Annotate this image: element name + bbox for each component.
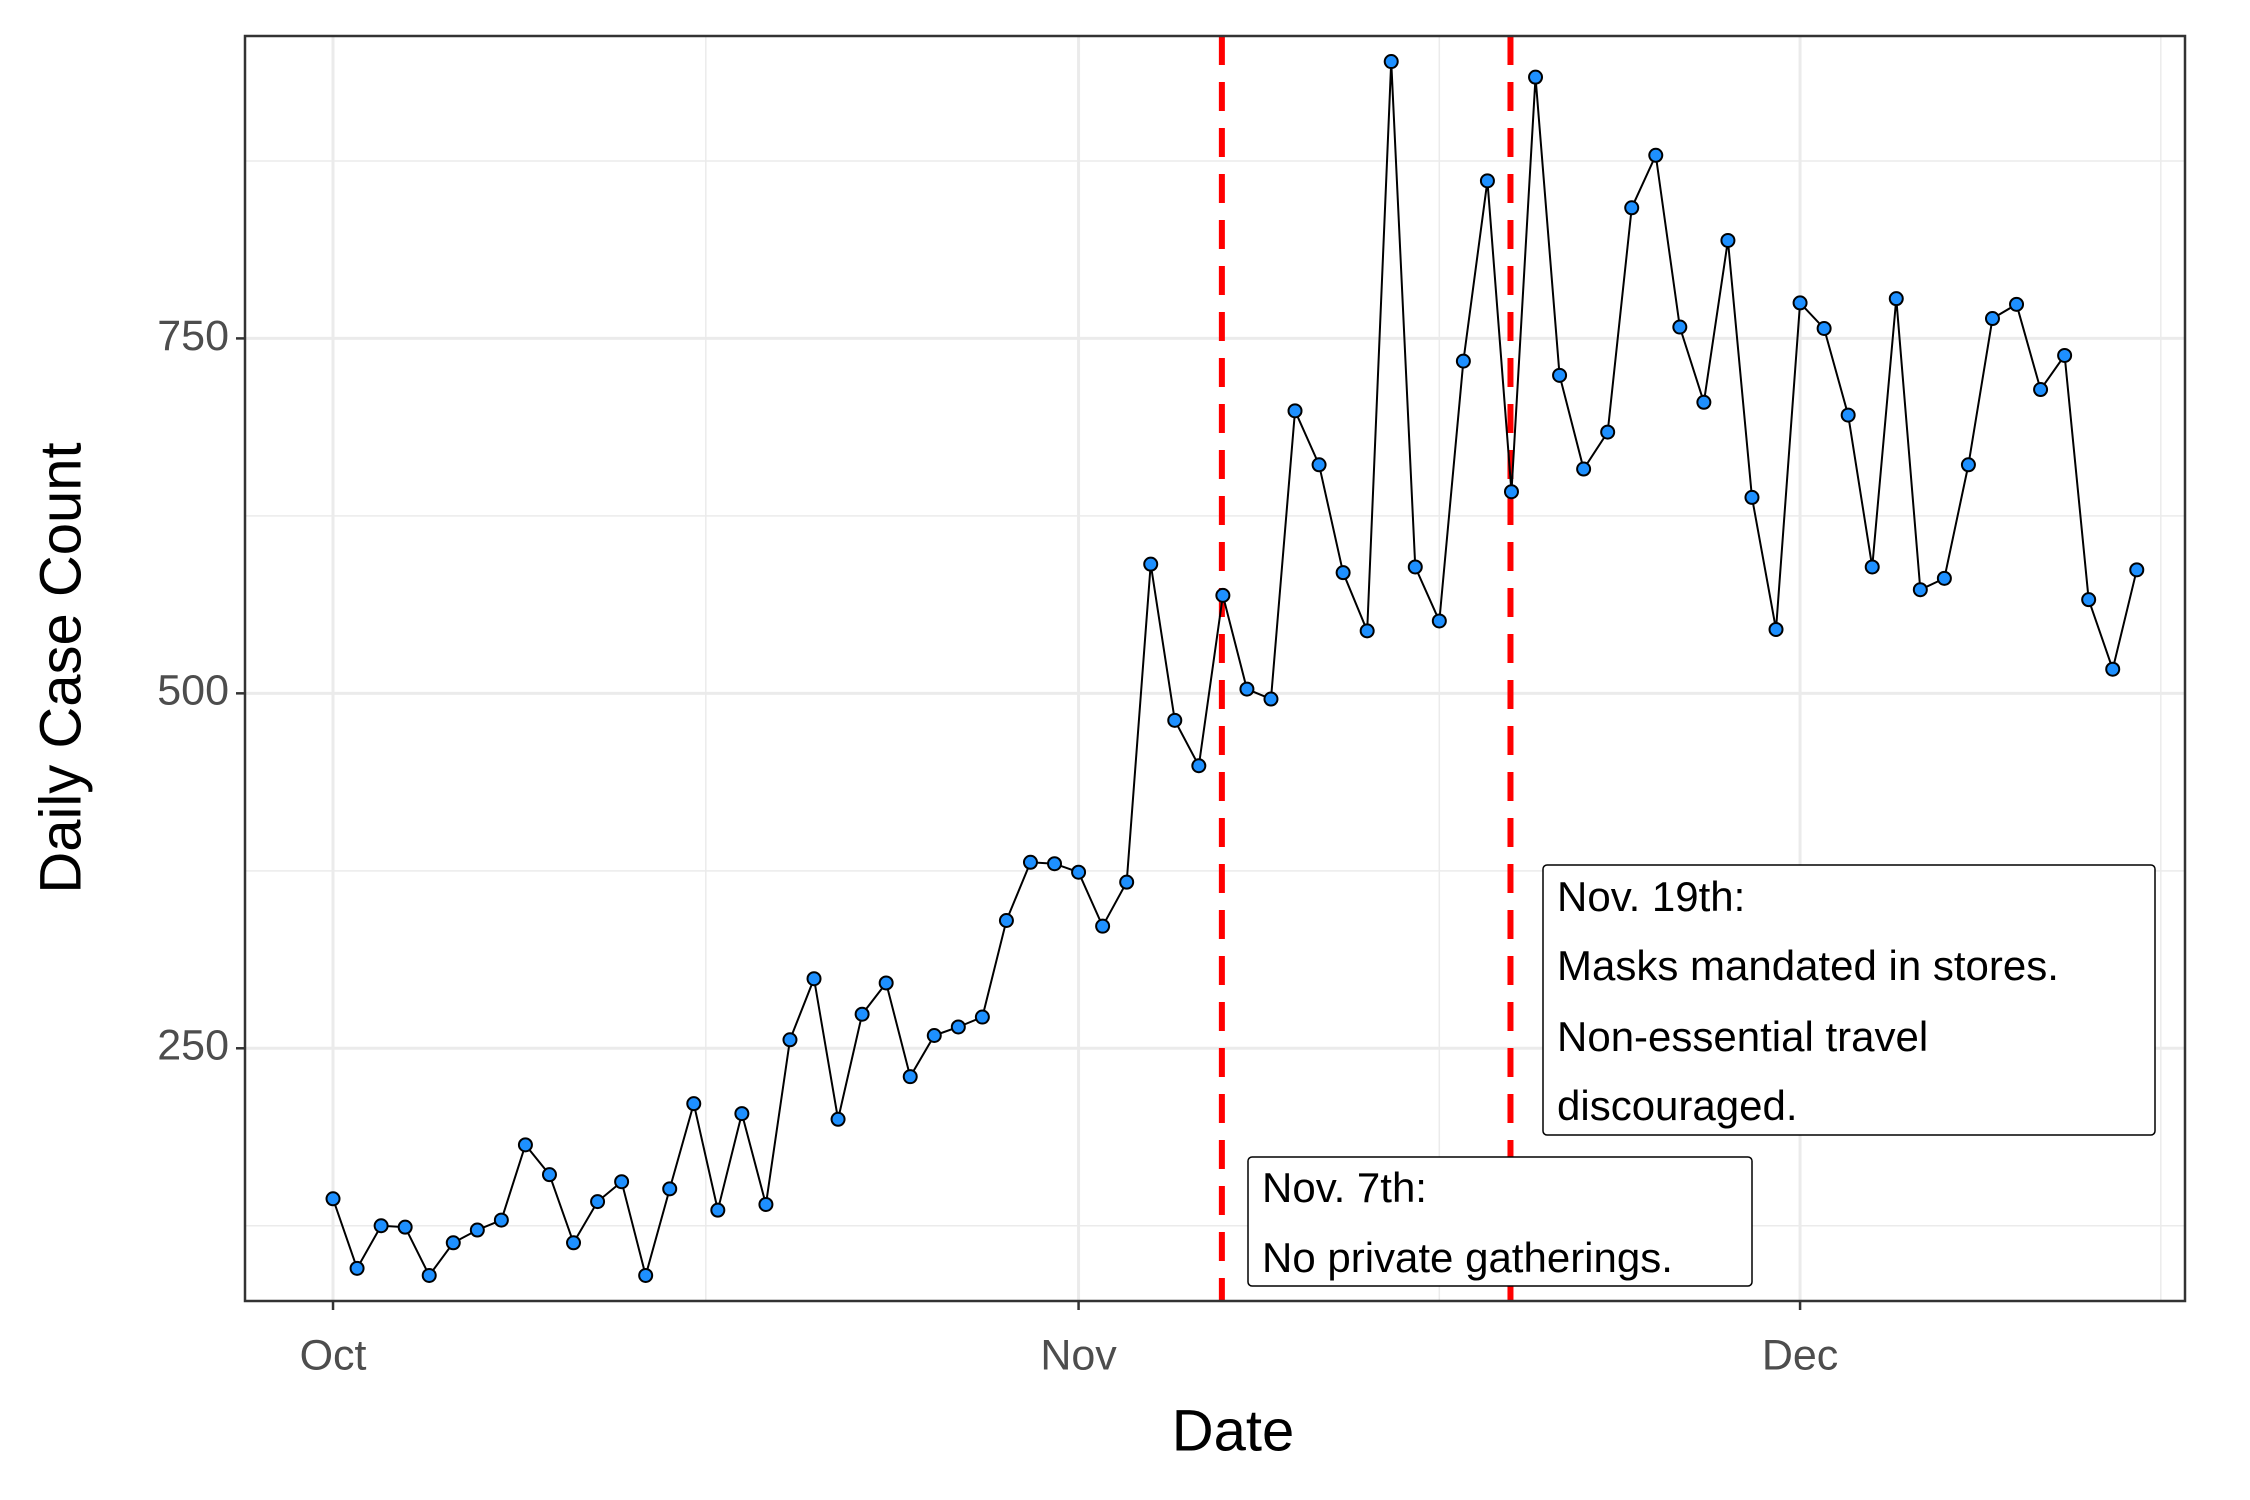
point xyxy=(1407,559,1423,575)
point xyxy=(541,1167,557,1183)
point xyxy=(1960,457,1976,473)
point xyxy=(1191,758,1207,774)
point xyxy=(950,1019,966,1035)
annotation-text: Nov. 19th: xyxy=(1557,873,1745,920)
point xyxy=(974,1009,990,1025)
point xyxy=(1143,556,1159,572)
point xyxy=(1792,295,1808,311)
point xyxy=(1503,484,1519,500)
point xyxy=(806,971,822,987)
annotation-text: discouraged. xyxy=(1557,1082,1798,1129)
point xyxy=(734,1106,750,1122)
annotation-box xyxy=(1247,1156,1753,1287)
point xyxy=(926,1028,942,1044)
point xyxy=(854,1006,870,1022)
point xyxy=(2129,562,2145,578)
point xyxy=(686,1096,702,1112)
x-tick-label: Nov xyxy=(1040,1331,1117,1379)
point xyxy=(1359,623,1375,639)
point xyxy=(590,1194,606,1210)
annotation-text: Masks mandated in stores. xyxy=(1557,942,2059,989)
y-tick-label: 500 xyxy=(157,667,229,715)
point xyxy=(1696,394,1712,410)
point xyxy=(1215,587,1231,603)
annotation-text: Non-essential travel xyxy=(1557,1013,1928,1060)
point xyxy=(1984,311,2000,327)
point xyxy=(1287,403,1303,419)
x-axis-title: Date xyxy=(1172,1398,1295,1463)
point xyxy=(445,1235,461,1251)
point xyxy=(1071,864,1087,880)
grid xyxy=(245,36,2185,1301)
point xyxy=(902,1069,918,1085)
point xyxy=(2033,382,2049,398)
point xyxy=(1239,681,1255,697)
y-axis-title: Daily Case Count xyxy=(28,442,93,893)
point xyxy=(373,1218,389,1234)
point xyxy=(1816,320,1832,336)
point xyxy=(614,1174,630,1190)
point xyxy=(1576,461,1592,477)
point xyxy=(1768,621,1784,637)
point xyxy=(1744,489,1760,505)
point xyxy=(1624,200,1640,216)
point xyxy=(662,1181,678,1197)
annotation-text: Nov. 7th: xyxy=(1262,1164,1427,1211)
point xyxy=(638,1267,654,1283)
point xyxy=(1720,232,1736,248)
point xyxy=(566,1235,582,1251)
point xyxy=(1022,854,1038,870)
plot-marks xyxy=(325,36,2145,1301)
point xyxy=(710,1202,726,1218)
point xyxy=(878,975,894,991)
point xyxy=(1888,291,1904,307)
point xyxy=(998,913,1014,929)
point xyxy=(1047,856,1063,872)
point xyxy=(397,1219,413,1235)
y-tick-label: 750 xyxy=(157,312,229,360)
point xyxy=(493,1212,509,1228)
point xyxy=(1383,54,1399,70)
point xyxy=(1263,691,1279,707)
x-tick-label: Dec xyxy=(1762,1331,1838,1379)
point xyxy=(1840,407,1856,423)
point xyxy=(1936,570,1952,586)
point xyxy=(1335,565,1351,581)
point xyxy=(1648,147,1664,163)
point xyxy=(1095,918,1111,934)
point xyxy=(1672,319,1688,335)
point xyxy=(1311,457,1327,473)
annotation-box xyxy=(1542,864,2156,1136)
point xyxy=(1431,613,1447,629)
point xyxy=(782,1032,798,1048)
point xyxy=(2105,661,2121,677)
point xyxy=(1167,712,1183,728)
annotation-text: No private gatherings. xyxy=(1262,1234,1673,1281)
x-tick-label: Oct xyxy=(300,1331,367,1379)
point xyxy=(2057,347,2073,363)
point xyxy=(469,1222,485,1238)
point xyxy=(325,1191,341,1207)
point xyxy=(517,1137,533,1153)
point xyxy=(2009,296,2025,312)
point xyxy=(1455,353,1471,369)
point xyxy=(1479,173,1495,189)
point xyxy=(758,1196,774,1212)
point xyxy=(1864,559,1880,575)
y-tick-label: 250 xyxy=(157,1022,229,1070)
line xyxy=(332,61,2138,1280)
point xyxy=(1552,367,1568,383)
point xyxy=(1119,874,1135,890)
point xyxy=(830,1111,846,1127)
point xyxy=(2081,592,2097,608)
point xyxy=(349,1260,365,1276)
point xyxy=(1912,582,1928,598)
plot-border xyxy=(243,34,2187,1303)
point xyxy=(421,1267,437,1283)
point xyxy=(1600,424,1616,440)
point xyxy=(1528,69,1544,85)
